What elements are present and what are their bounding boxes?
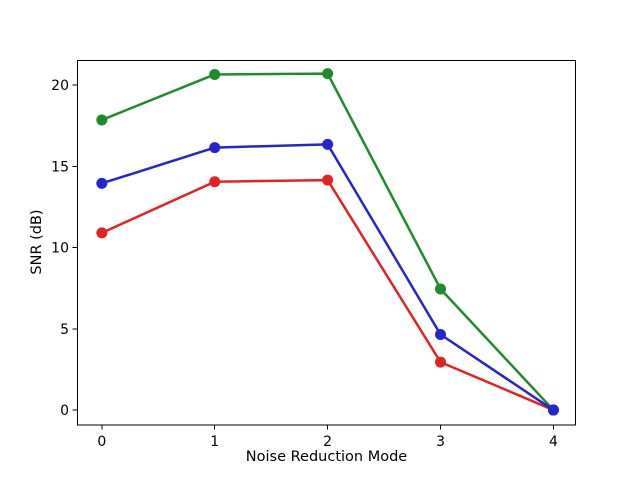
y-tick-label: 10 xyxy=(51,241,69,257)
data-point-red-x1 xyxy=(209,176,221,188)
data-point-red-x2 xyxy=(322,174,334,186)
data-point-red-x0 xyxy=(96,227,108,239)
data-point-blue-x3 xyxy=(435,328,447,340)
x-tick-label: 3 xyxy=(436,434,445,450)
y-tick-label: 5 xyxy=(60,322,69,338)
plot-border xyxy=(77,60,576,426)
y-tick-label: 15 xyxy=(51,159,69,175)
data-point-blue-x4 xyxy=(547,404,559,416)
y-tick-label: 0 xyxy=(60,403,69,419)
series-line-red xyxy=(100,178,555,412)
x-tick-label: 2 xyxy=(323,434,332,450)
data-point-green-x3 xyxy=(435,283,447,295)
x-axis-label: Noise Reduction Mode xyxy=(245,449,408,465)
series-line-green xyxy=(100,72,555,412)
x-tick-label: 1 xyxy=(210,434,219,450)
data-point-blue-x0 xyxy=(96,177,108,189)
x-tick-label: 4 xyxy=(549,434,558,450)
data-point-blue-x1 xyxy=(209,142,221,154)
y-tick-label: 20 xyxy=(51,78,69,94)
data-point-green-x0 xyxy=(96,114,108,126)
data-point-green-x2 xyxy=(322,68,334,80)
x-tick-label: 0 xyxy=(97,434,106,450)
data-point-red-x3 xyxy=(435,356,447,368)
data-point-green-x1 xyxy=(209,68,221,80)
data-point-blue-x2 xyxy=(322,138,334,150)
y-axis-label: SNR (dB) xyxy=(29,209,45,275)
